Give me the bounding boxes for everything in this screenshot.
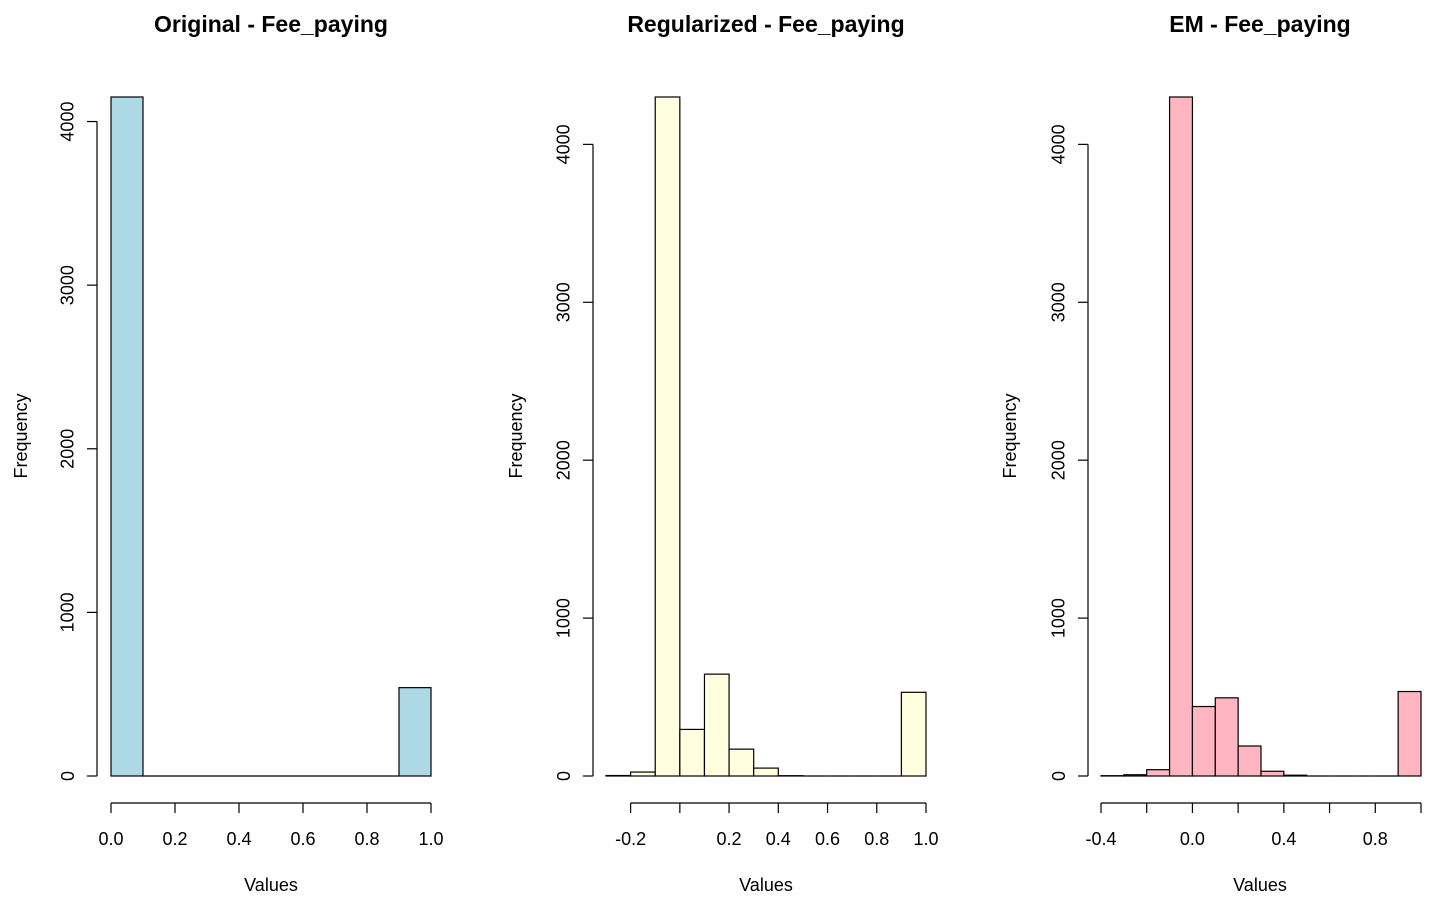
y-tick-label: 1000 — [58, 592, 78, 632]
histogram-bar — [1191, 705, 1216, 777]
y-axis-label: Frequency — [506, 393, 526, 478]
x-tick-label: 0.6 — [290, 829, 315, 849]
y-tick-label: 0 — [58, 771, 78, 781]
histogram-bar — [1168, 96, 1194, 777]
y-tick-label: 3000 — [1049, 282, 1069, 322]
histogram-bar — [1123, 774, 1148, 777]
chart-title: Original - Fee_paying — [154, 11, 388, 37]
x-tick-label: 0.0 — [98, 829, 123, 849]
y-tick-label: 3000 — [58, 265, 78, 305]
y-tick-label: 2000 — [58, 429, 78, 469]
histogram-bar — [703, 673, 730, 777]
x-tick-label: 0.8 — [864, 829, 889, 849]
y-tick-label: 4000 — [554, 124, 574, 164]
y-tick-label: 4000 — [1049, 124, 1069, 164]
y-tick-label: 2000 — [1049, 440, 1069, 480]
x-tick-label: 0.4 — [1271, 829, 1296, 849]
histogram-bar — [1283, 774, 1308, 777]
y-tick-label: 1000 — [554, 598, 574, 638]
y-axis-label: Frequency — [11, 393, 31, 478]
y-axis-label: Frequency — [1000, 393, 1020, 478]
x-axis-label: Values — [739, 875, 793, 895]
y-tick-label: 2000 — [554, 440, 574, 480]
x-tick-label: 0.8 — [354, 829, 379, 849]
histogram-bar — [630, 771, 656, 777]
x-tick-label: 0.2 — [162, 829, 187, 849]
histogram-bar — [753, 767, 779, 777]
histogram-bar — [679, 728, 706, 777]
histogram-bar — [1214, 697, 1239, 777]
chart-title: Regularized - Fee_paying — [627, 11, 904, 37]
histogram-bar — [728, 748, 755, 777]
x-axis-label: Values — [1233, 875, 1287, 895]
histogram-bar — [398, 687, 432, 777]
y-tick-label: 4000 — [58, 102, 78, 142]
histogram-bar — [654, 96, 681, 777]
x-tick-label: 0.2 — [717, 829, 742, 849]
histogram-bar — [1260, 770, 1285, 777]
histogram-bar — [1237, 745, 1262, 777]
histogram-bar — [1146, 769, 1171, 777]
y-tick-label: 3000 — [554, 282, 574, 322]
histogram-bar — [1397, 690, 1422, 777]
x-tick-label: -0.2 — [615, 829, 646, 849]
x-tick-label: 0.6 — [815, 829, 840, 849]
x-tick-label: 1.0 — [913, 829, 938, 849]
y-tick-label: 0 — [554, 771, 574, 781]
y-tick-label: 1000 — [1049, 598, 1069, 638]
panel-original: Original - Fee_paying 0 1000 2000 3000 4000 0.… — [11, 11, 444, 895]
x-axis-label: Values — [244, 875, 298, 895]
x-tick-label: 1.0 — [418, 829, 443, 849]
x-tick-label: 0.4 — [766, 829, 791, 849]
chart-title: EM - Fee_paying — [1169, 11, 1350, 37]
histogram-bar — [900, 691, 927, 777]
x-tick-label: 0.4 — [226, 829, 251, 849]
x-tick-label: 0.0 — [1180, 829, 1205, 849]
y-tick-label: 0 — [1049, 771, 1069, 781]
panel-regularized: Regularized - Fee_paying 0 1000 2000 3000 400… — [506, 11, 939, 895]
x-tick-label: 0.8 — [1363, 829, 1388, 849]
panel-em: EM - Fee_paying 0 1000 2000 3000 4000 -0.4 0.0 0… — [1000, 11, 1422, 895]
x-tick-label: -0.4 — [1085, 829, 1116, 849]
histogram-bar — [110, 96, 144, 777]
